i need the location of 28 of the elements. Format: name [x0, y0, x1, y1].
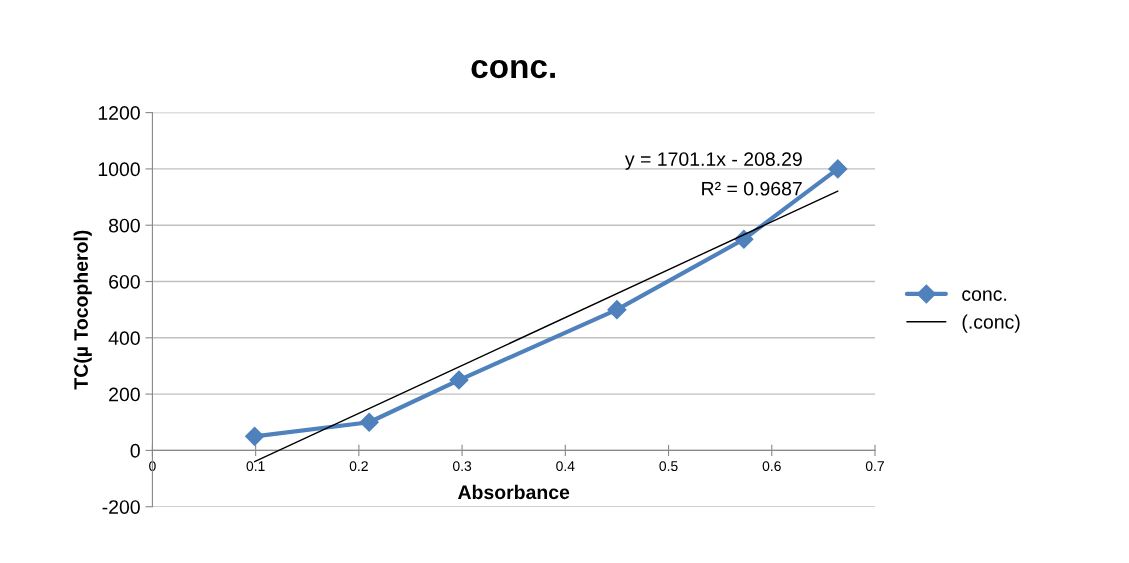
y-tick-label: -200: [102, 500, 140, 514]
y-tick-label: 200: [109, 387, 140, 402]
y-tick-label: 0: [130, 443, 140, 458]
y-tick-label: 1000: [98, 162, 140, 177]
annotation: y = 1701.1x - 208.29: [624, 152, 802, 170]
y-tick-label: 1200: [98, 106, 140, 120]
point: [828, 159, 848, 179]
point: [359, 412, 379, 432]
x-tick-label: 0.3: [452, 461, 472, 472]
y-tick-label: 400: [108, 331, 140, 346]
chart-title: conc.: [471, 59, 555, 79]
x-tick-label: 0.2: [349, 461, 368, 472]
legend-label: conc.: [962, 290, 1007, 301]
x-tick-label: 0.5: [659, 461, 678, 472]
x-tick-label: 0.6: [762, 461, 781, 472]
y-tick-label: 800: [109, 218, 140, 233]
y-axis-title: TC(µ Tocopherol): [73, 230, 92, 390]
annotation: R² = 0.9687: [702, 181, 802, 196]
x-tick-label: 0.4: [556, 461, 575, 472]
x-tick-label: 0: [149, 461, 156, 472]
y-tick-label: 600: [109, 274, 140, 289]
legend-label: (.conc): [962, 314, 1020, 333]
x-tick-label: 0.7: [865, 461, 884, 472]
point: [607, 300, 627, 320]
x-axis-title: Absorbance: [457, 484, 570, 500]
point: [449, 370, 469, 390]
point: [245, 426, 265, 446]
x-tick-label: 0.1: [246, 461, 265, 472]
